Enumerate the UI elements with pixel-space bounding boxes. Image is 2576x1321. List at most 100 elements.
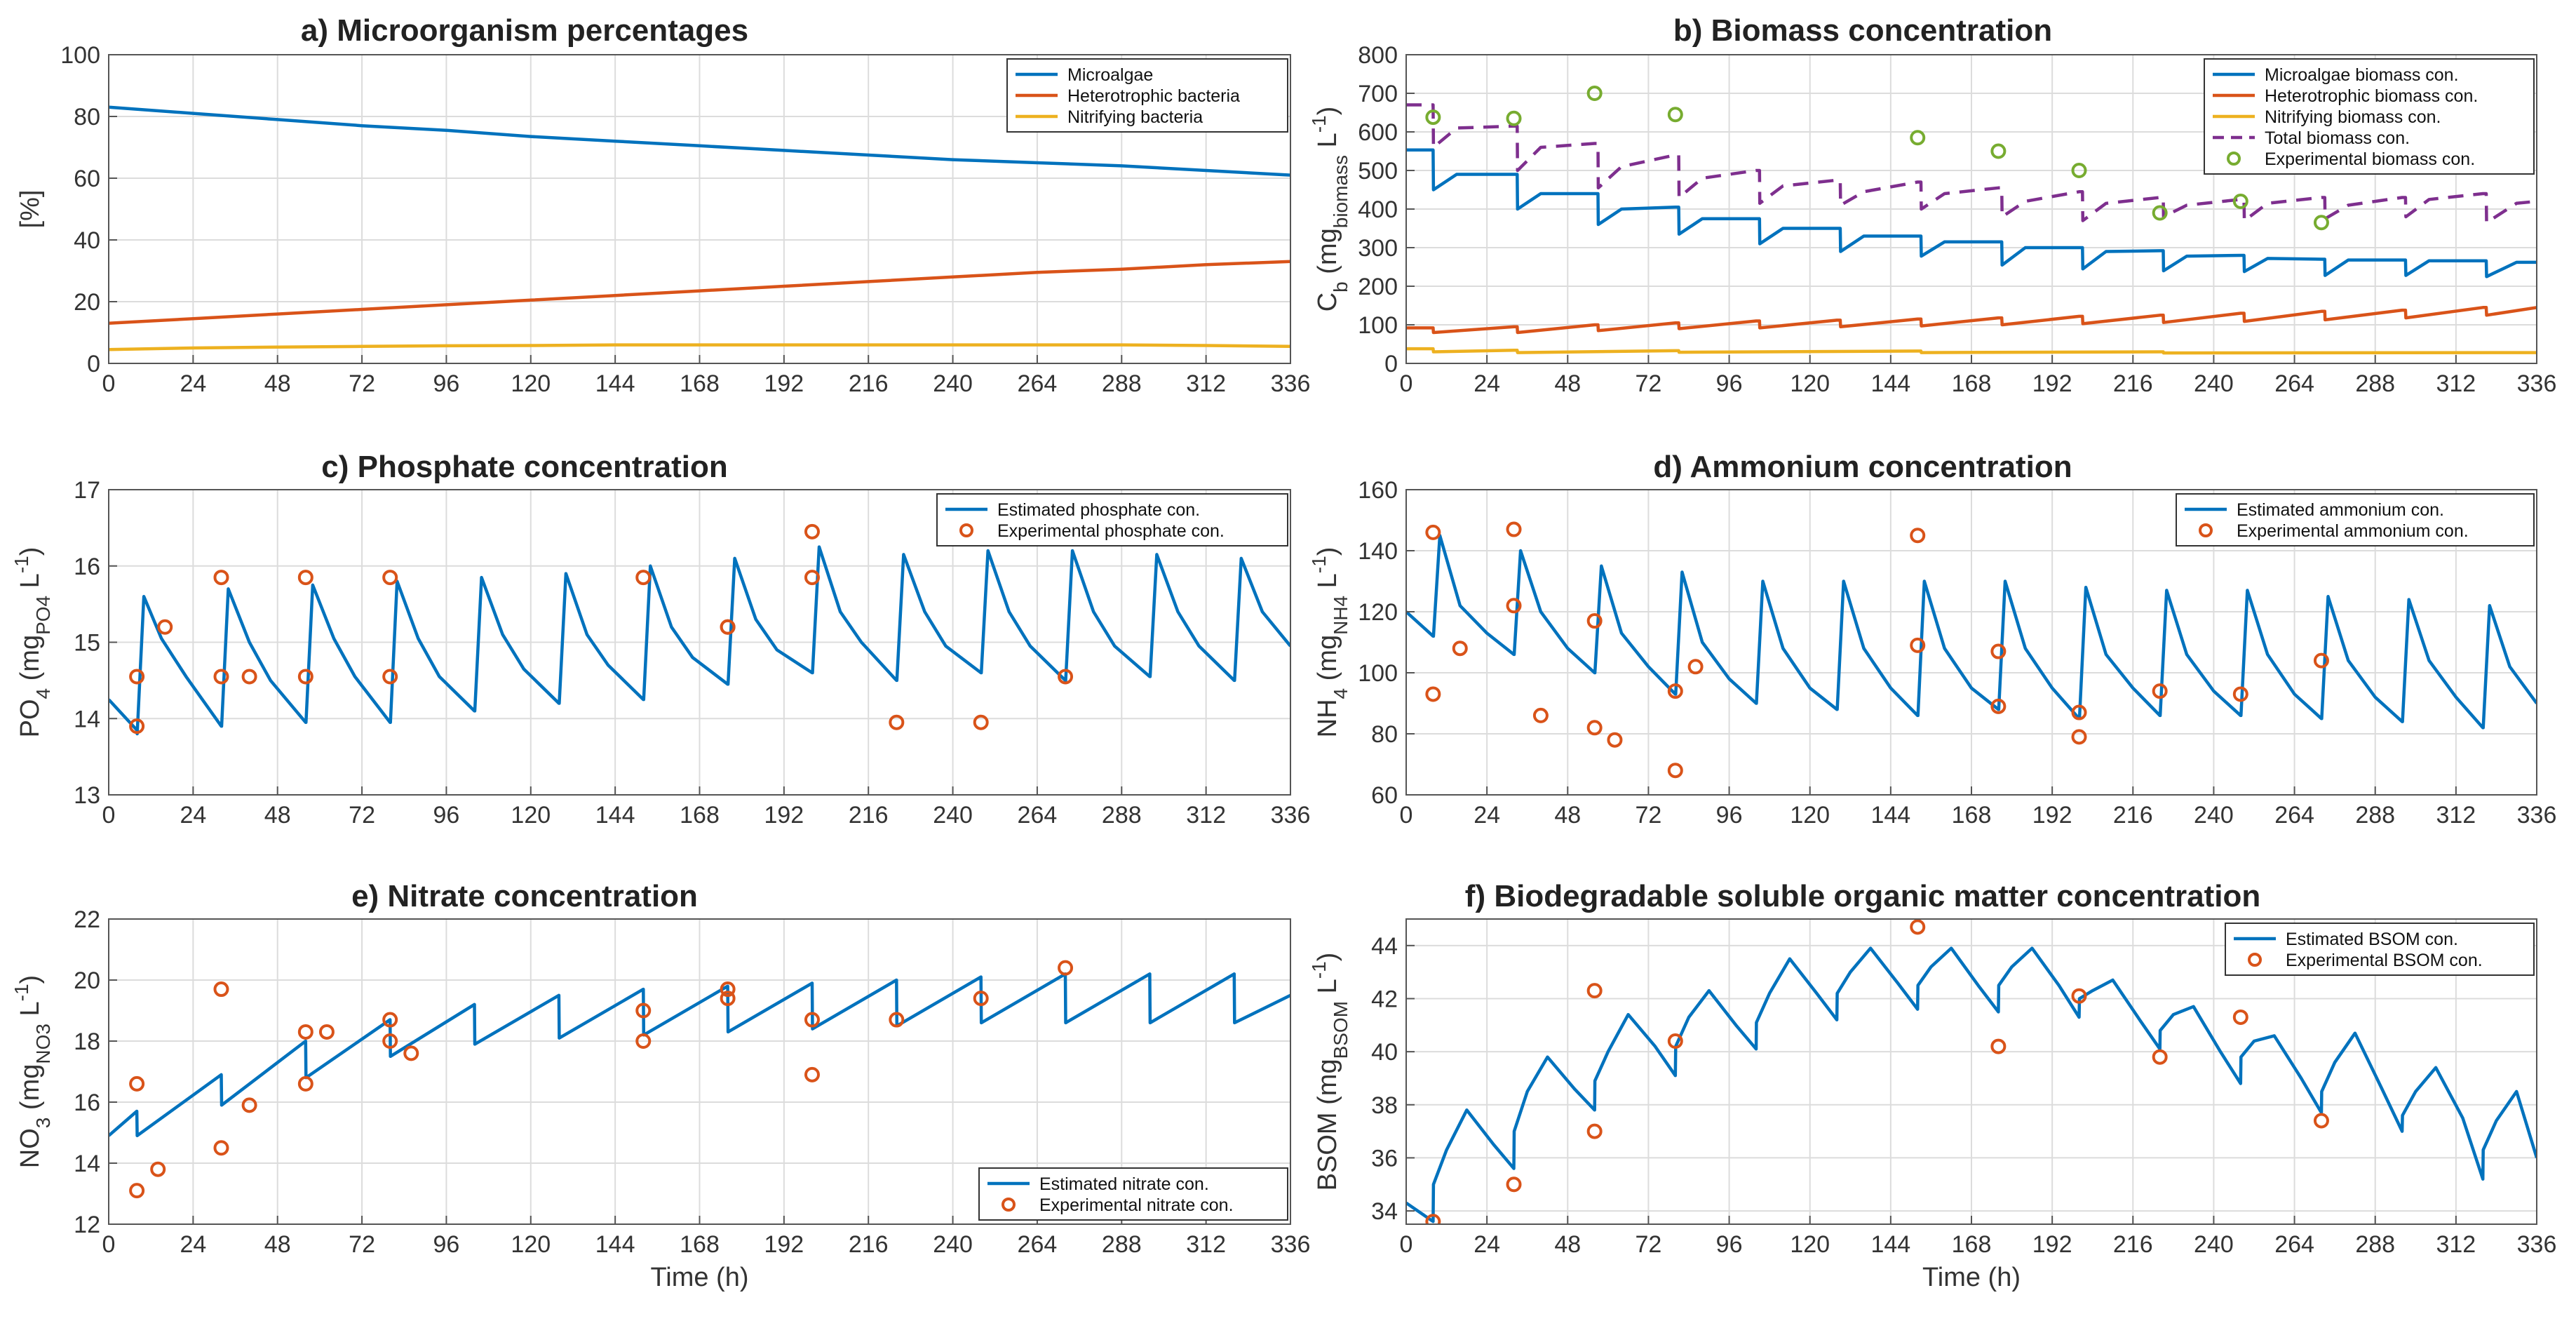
panel-b-legend-box — [2204, 58, 2535, 175]
panel-a-xtick-label: 240 — [933, 370, 973, 397]
panel-e-legend-box — [978, 1167, 1288, 1221]
panel-c-xtick-label: 216 — [849, 802, 889, 829]
panel-e-xtick-label: 216 — [849, 1231, 889, 1258]
panel-c-series-experimental-phosphate-con-point — [213, 570, 229, 586]
panel-b-ytick-label: 500 — [1358, 158, 1398, 185]
panel-b-xtick-label: 336 — [2517, 370, 2557, 397]
panel-f-xtick-label: 216 — [2113, 1231, 2153, 1258]
panel-e-xtick-label: 72 — [349, 1231, 375, 1258]
panel-e-series-experimental-nitrate-con-point — [297, 1024, 313, 1040]
panel-f-ytick-label: 36 — [1371, 1145, 1398, 1172]
panel-e-series-experimental-nitrate-con-point — [129, 1075, 145, 1092]
panel-d-legend-entry-estimated-ammonium-con-label: Estimated ammonium con. — [2237, 500, 2444, 520]
panel-f-xtick-label: 312 — [2436, 1231, 2476, 1258]
panel-b-xtick-label: 144 — [1870, 370, 1910, 397]
panel-f-series-estimated-bsom-con — [1406, 946, 2537, 1223]
panel-c: c) Phosphate concentration 0 24 48 72 96 120 1… — [11, 450, 1311, 829]
panel-c-ytick-label: 15 — [74, 630, 100, 657]
panel-f-series-experimental-bsom-con-point — [1506, 1176, 1522, 1193]
panel-b-legend-entry-total-biomass-con-label: Total biomass con. — [2265, 128, 2410, 148]
panel-e-series-experimental-nitrate-con-point — [973, 991, 989, 1007]
panel-d-xtick-label: 216 — [2113, 802, 2153, 829]
panel-a-xtick-label: 72 — [349, 370, 375, 397]
panel-d-title: d) Ammonium concentration — [1653, 450, 2072, 484]
panel-c-series-experimental-phosphate-con-point — [720, 619, 736, 635]
panel-c-legend: Estimated phosphate con.Experimental pho… — [936, 493, 1288, 546]
panel-b-legend-entry-microalgae-biomass-con-label: Microalgae biomass con. — [2265, 65, 2459, 85]
panel-d-ytick-label: 140 — [1358, 538, 1398, 565]
panel-a-legend-entry-heterotrophic-bacteria-label: Heterotrophic bacteria — [1067, 86, 1240, 106]
panel-d-series-experimental-ammonium-con-point — [1532, 707, 1549, 723]
panel-b-xtick-label: 48 — [1554, 370, 1581, 397]
panel-d-xtick-label: 264 — [2274, 802, 2314, 829]
panel-c-series-experimental-phosphate-con-point — [635, 570, 652, 586]
panel-f-legend-entry-estimated-bsom-con-label: Estimated BSOM con. — [2286, 930, 2458, 949]
panel-d-xtick-label: 288 — [2355, 802, 2395, 829]
panel-e-series-experimental-nitrate-con-point — [297, 1075, 313, 1092]
panel-a-xtick-label: 168 — [680, 370, 720, 397]
panel-f-xtick-label: 336 — [2517, 1231, 2557, 1258]
panel-d-series-experimental-ammonium-con-point — [2152, 683, 2168, 699]
panel-c-ytick-label: 17 — [74, 477, 100, 504]
panel-b-series-heterotrophic-biomass-con — [1406, 306, 2537, 335]
panel-f-series-experimental-bsom-con-point — [2232, 1009, 2248, 1025]
panel-e-series-experimental-nitrate-con-point — [720, 991, 736, 1007]
panel-e-series-experimental-nitrate-con-point — [150, 1161, 166, 1177]
panel-e-legend-entry-experimental-nitrate-con-symbol — [1002, 1198, 1016, 1212]
panel-f-xtick-label: 120 — [1790, 1231, 1830, 1258]
panel-a-xtick-label: 120 — [511, 370, 551, 397]
panel-d-series-experimental-ammonium-con-point — [1586, 613, 1603, 629]
panel-b-legend-entry-nitrifying-biomass-con-label: Nitrifying biomass con. — [2265, 107, 2441, 127]
panel-f-xtick-label: 168 — [1952, 1231, 1992, 1258]
panel-b-series-experimental-biomass-con-point — [2071, 163, 2087, 178]
panel-f-xtick-label: 144 — [1870, 1231, 1910, 1258]
panel-f-series-experimental-bsom-con-point — [1990, 1038, 2007, 1054]
panel-c-series-experimental-phosphate-con-point — [382, 570, 398, 586]
panel-e-title: e) Nitrate concentration — [351, 879, 698, 913]
panel-b-series-experimental-biomass-con-point — [1425, 109, 1441, 126]
panel-e-xtick-label: 168 — [680, 1231, 720, 1258]
panel-b-series-experimental-biomass-con-point — [1910, 130, 1926, 146]
panel-b-xtick-label: 216 — [2113, 370, 2153, 397]
panel-d-series-experimental-ammonium-con-point — [1506, 598, 1522, 614]
panel-f-xlabel: Time (h) — [1922, 1263, 2021, 1292]
panel-a-xtick-label: 264 — [1018, 370, 1058, 397]
panel-b-ylabel: Cb (mgbiomass L-1) — [1308, 107, 1351, 312]
panel-b-xtick-label: 240 — [2194, 370, 2234, 397]
panel-d-ytick-label: 100 — [1358, 660, 1398, 687]
panel-e-xtick-label: 48 — [264, 1231, 291, 1258]
panel-e-xtick-label: 144 — [595, 1231, 635, 1258]
panel-d-series-experimental-ammonium-con-point — [1425, 524, 1441, 540]
panel-d-series-experimental-ammonium-con-point — [1452, 641, 1468, 657]
panel-e-series-experimental-nitrate-con-point — [318, 1024, 335, 1040]
panel-b-series-experimental-biomass-con-point — [1506, 110, 1522, 126]
panel-a-xtick-label: 144 — [595, 370, 635, 397]
panel-b-series-experimental-biomass-con — [1425, 86, 2329, 231]
panel-a-ytick-label: 20 — [74, 289, 100, 316]
panel-c-series-experimental-phosphate-con-point — [213, 669, 229, 685]
panel-b-legend-entry-heterotrophic-biomass-con-label: Heterotrophic biomass con. — [2265, 86, 2478, 106]
panel-c-xtick-label: 24 — [180, 802, 206, 829]
panel-d-series-experimental-ammonium-con-point — [2232, 686, 2248, 702]
panel-c-xtick-label: 72 — [349, 802, 375, 829]
panel-e-series-experimental-nitrate-con-point — [382, 1012, 398, 1028]
panel-f-ytick-label: 44 — [1371, 933, 1398, 960]
panel-f-series-experimental-bsom-con-point — [1667, 1033, 1683, 1049]
panel-d-series-experimental-ammonium-con — [1425, 521, 2329, 779]
panel-a-xtick-label: 216 — [849, 370, 889, 397]
panel-c-series-estimated-phosphate-con — [109, 545, 1290, 736]
panel-c-xtick-label: 264 — [1018, 802, 1058, 829]
panel-c-series-experimental-phosphate-con-point — [157, 619, 173, 635]
panel-f: f) Biodegradable soluble organic matter … — [1308, 879, 2557, 1292]
panel-f-ytick-label: 38 — [1371, 1092, 1398, 1119]
panel-f-ytick-label: 42 — [1371, 986, 1398, 1012]
panel-f-xtick-label: 240 — [2194, 1231, 2234, 1258]
panel-a-series-microalgae — [109, 105, 1290, 177]
panel-b-xtick-label: 120 — [1790, 370, 1830, 397]
panel-b-xtick-label: 168 — [1952, 370, 1992, 397]
panel-f-series-experimental-bsom-con-point — [2071, 988, 2087, 1004]
panel-b-series-experimental-biomass-con-point — [2152, 205, 2168, 221]
panel-d-series-experimental-ammonium-con-point — [1687, 659, 1704, 675]
panel-b-xtick-label: 0 — [1400, 370, 1413, 397]
panel-e-series-experimental-nitrate-con-point — [1058, 960, 1074, 976]
